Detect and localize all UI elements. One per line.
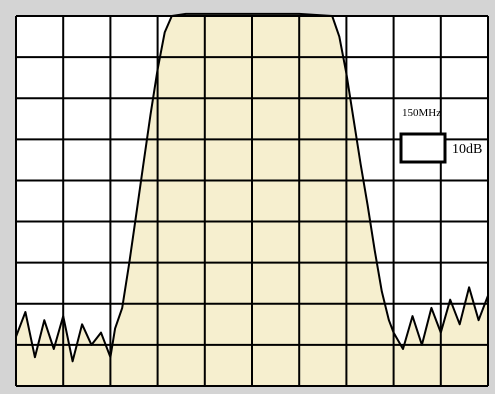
scale-box <box>399 132 447 164</box>
y-scale-label: 10dB <box>452 142 482 157</box>
scale-legend: 150MHz 10dB <box>399 107 482 164</box>
series-line <box>15 12 489 363</box>
x-scale-label: 150MHz <box>402 107 441 119</box>
